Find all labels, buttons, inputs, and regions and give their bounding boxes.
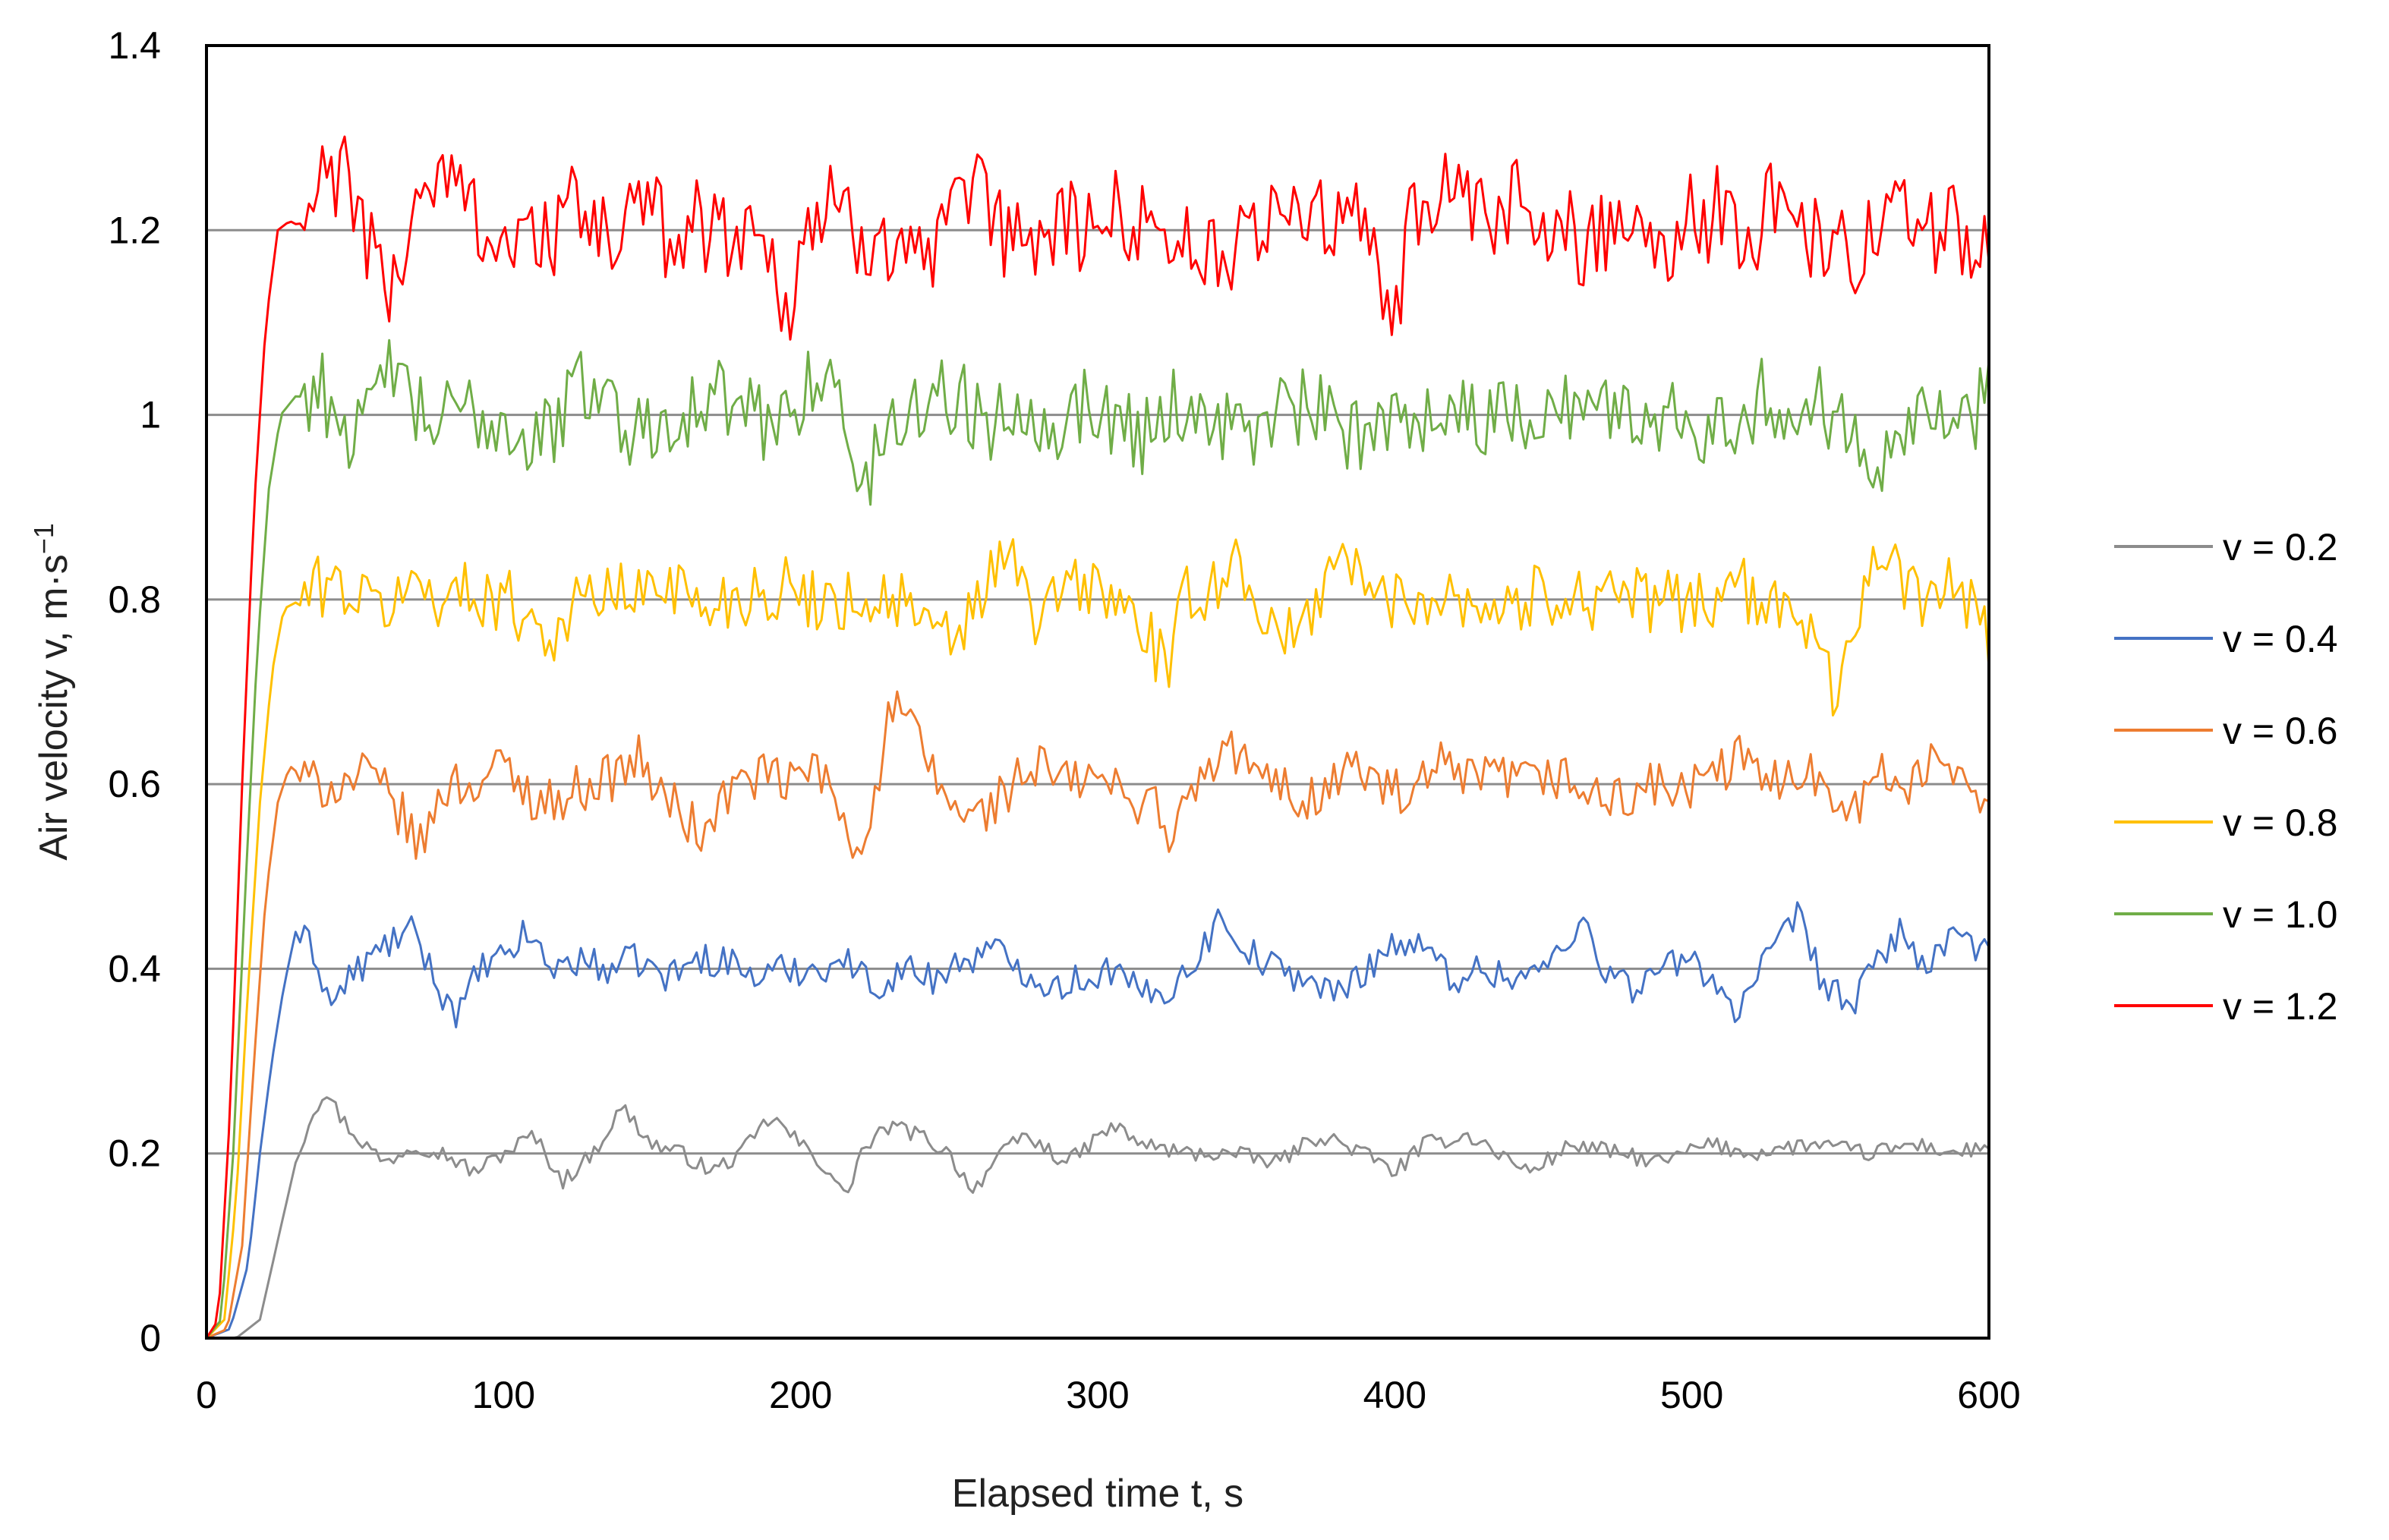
legend-label-5: v = 1.2 bbox=[2223, 985, 2338, 1028]
x-tick-label: 500 bbox=[1660, 1374, 1723, 1416]
series-line-4 bbox=[205, 339, 1990, 1339]
x-axis-title-text: Elapsed time t, s bbox=[952, 1472, 1243, 1516]
legend-label-3: v = 0.8 bbox=[2223, 801, 2338, 844]
x-axis-ticks: 0 100 200 300 400 500 600 bbox=[196, 1374, 2021, 1416]
legend-label-0: v = 0.2 bbox=[2223, 526, 2338, 568]
x-tick-label: 600 bbox=[1957, 1374, 2020, 1416]
series-line-2 bbox=[206, 690, 1990, 1340]
y-tick-label: 0 bbox=[140, 1317, 161, 1359]
x-axis-title: Elapsed time t, s bbox=[952, 1472, 1243, 1516]
x-tick-label: 0 bbox=[196, 1374, 217, 1416]
legend-label-1: v = 0.4 bbox=[2223, 618, 2338, 660]
plot-area-border bbox=[205, 44, 1990, 1340]
y-tick-label: 0.2 bbox=[108, 1132, 161, 1175]
x-tick-label: 300 bbox=[1066, 1374, 1129, 1416]
series-line-1 bbox=[206, 901, 1990, 1340]
legend: v = 0.2 v = 0.4 v = 0.6 v = 0.8 v = 1.0 v = 1… bbox=[2114, 526, 2338, 1028]
legend-label-2: v = 0.6 bbox=[2223, 710, 2338, 752]
y-tick-label: 1.2 bbox=[108, 209, 161, 251]
y-axis-ticks: 0 0.2 0.4 0.6 0.8 1 1.2 1.4 bbox=[108, 24, 161, 1359]
y-axis-title: Air velocity v, m·s−1 bbox=[28, 523, 76, 861]
y-tick-label: 0.6 bbox=[108, 763, 161, 805]
y-axis-title-superscript: −1 bbox=[28, 523, 59, 554]
series-line-0 bbox=[206, 1096, 1990, 1340]
y-tick-label: 0.4 bbox=[108, 947, 161, 990]
y-axis-title-main: Air velocity v, m·s bbox=[32, 554, 76, 861]
series-lines bbox=[205, 135, 1990, 1340]
x-tick-label: 100 bbox=[472, 1374, 535, 1416]
legend-label-4: v = 1.0 bbox=[2223, 893, 2338, 936]
y-tick-label: 0.8 bbox=[108, 578, 161, 621]
series-line-5 bbox=[205, 135, 1990, 1339]
y-tick-label: 1 bbox=[140, 394, 161, 436]
y-tick-label: 1.4 bbox=[108, 24, 161, 67]
series-line-3 bbox=[205, 538, 1990, 1340]
x-tick-label: 200 bbox=[769, 1374, 832, 1416]
x-tick-label: 400 bbox=[1363, 1374, 1426, 1416]
